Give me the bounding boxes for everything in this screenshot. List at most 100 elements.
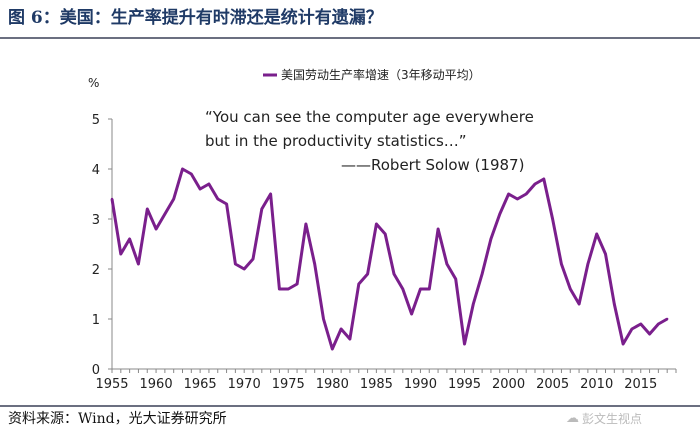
data-point <box>577 302 581 306</box>
data-point <box>216 197 219 201</box>
y-tick-label: 4 <box>92 163 100 178</box>
data-point <box>207 182 211 186</box>
data-point <box>110 197 114 201</box>
data-point <box>454 277 457 281</box>
data-point <box>357 282 360 286</box>
data-point <box>366 272 369 276</box>
data-point <box>313 262 316 266</box>
x-tick-label: 1970 <box>228 377 261 392</box>
legend: 美国劳动生产率增速（3年移动平均） <box>263 67 481 82</box>
data-point <box>551 217 554 221</box>
data-point <box>604 252 607 256</box>
data-points <box>110 167 669 351</box>
data-point <box>613 302 616 306</box>
x-tick-label: 1965 <box>184 377 217 392</box>
data-point <box>401 287 405 291</box>
figure-title: 图 6：美国：生产率提升有时滞还是统计有遗漏？ <box>8 8 383 28</box>
data-point <box>339 327 343 331</box>
data-point <box>181 167 184 171</box>
data-point <box>586 262 590 266</box>
y-tick-label: 0 <box>92 363 100 378</box>
data-point <box>595 232 598 236</box>
data-point <box>436 227 440 231</box>
data-point <box>480 272 484 276</box>
data-point <box>621 342 625 346</box>
data-point <box>489 237 493 241</box>
data-point <box>524 192 528 196</box>
data-point <box>190 172 193 176</box>
data-point <box>287 287 290 291</box>
x-tick-label: 1990 <box>404 377 437 392</box>
x-tick-label: 1995 <box>448 377 481 392</box>
line-chart: 美国劳动生产率增速（3年移动平均） % “You can see the com… <box>88 67 677 392</box>
data-point <box>648 332 651 336</box>
x-tick-label: 2000 <box>492 377 525 392</box>
quote-annotation: “You can see the computer age everywhere… <box>205 108 534 174</box>
x-tick-label: 1955 <box>95 377 128 392</box>
x-tick-label: 1985 <box>360 377 393 392</box>
quote-line: but in the productivity statistics…” <box>205 132 467 150</box>
data-point <box>251 257 255 261</box>
data-point <box>154 227 158 231</box>
data-point <box>445 262 449 266</box>
x-tick-label: 2005 <box>536 377 569 392</box>
y-tick-label: 5 <box>92 113 100 128</box>
data-point <box>225 202 228 206</box>
data-point <box>533 182 537 186</box>
data-point <box>657 322 660 326</box>
data-point <box>234 262 237 266</box>
data-point <box>665 317 669 321</box>
data-point <box>322 317 325 321</box>
data-point <box>516 197 519 201</box>
series-line <box>110 167 668 351</box>
data-point <box>304 222 308 226</box>
title-rule <box>0 37 700 39</box>
quote-line: ——Robert Solow (1987) <box>341 156 524 174</box>
data-point <box>172 197 175 201</box>
legend-label: 美国劳动生产率增速（3年移动平均） <box>281 67 481 82</box>
data-point <box>295 282 299 286</box>
data-point <box>269 192 272 196</box>
data-point <box>639 322 642 326</box>
data-point <box>198 187 202 191</box>
data-point <box>128 237 131 241</box>
source-rule <box>0 405 700 407</box>
data-point <box>542 177 546 181</box>
wechat-icon: ☁ <box>566 411 579 426</box>
data-point <box>410 312 413 316</box>
data-point <box>428 287 431 291</box>
y-tick-label: 3 <box>92 213 100 228</box>
data-point <box>331 347 334 351</box>
data-point <box>163 212 167 216</box>
data-point <box>507 192 510 196</box>
y-tick-label: 1 <box>92 313 100 328</box>
data-point <box>392 272 396 276</box>
data-point <box>383 232 387 236</box>
data-point <box>472 302 475 306</box>
data-point <box>348 337 352 341</box>
x-tick-label: 1975 <box>272 377 305 392</box>
data-point <box>498 212 501 216</box>
x-tick-label: 1960 <box>140 377 173 392</box>
data-point <box>242 267 246 271</box>
ticks: 0 1 2 3 4 5 1955 1960 1965 1970 1975 1980 1985 1990 19… <box>92 113 677 392</box>
data-point <box>463 342 466 346</box>
source-note: 资料来源：Wind，光大证券研究所 <box>8 411 227 427</box>
data-point <box>119 252 123 256</box>
data-point <box>260 207 264 211</box>
data-point <box>137 262 140 266</box>
data-point <box>569 287 572 291</box>
data-point <box>146 207 149 211</box>
y-tick-label: 2 <box>92 263 100 278</box>
data-point <box>278 287 281 291</box>
x-tick-label: 1980 <box>316 377 349 392</box>
data-point <box>630 327 634 331</box>
watermark-label: 彭文生视点 <box>582 412 643 426</box>
data-point <box>375 222 378 226</box>
data-point <box>560 262 563 266</box>
x-tick-label: 2010 <box>580 377 613 392</box>
quote-line: “You can see the computer age everywhere <box>205 108 534 126</box>
y-axis-label: % <box>88 76 99 90</box>
data-point <box>419 287 422 291</box>
watermark: ☁ 彭文生视点 <box>566 410 642 427</box>
